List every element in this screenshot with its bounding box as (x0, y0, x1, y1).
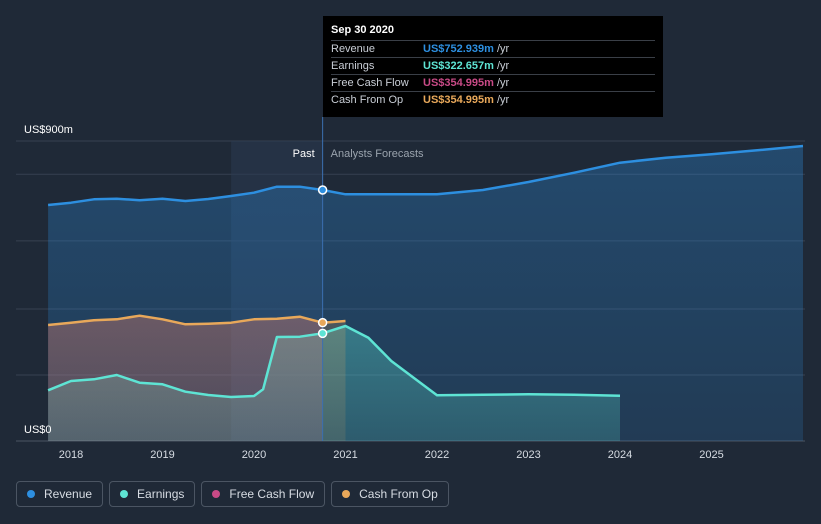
x-tick-label: 2018 (59, 449, 83, 461)
x-axis-ticks: 2018 2019 2020 2021 2022 2023 2024 2025 (59, 449, 724, 461)
legend-dot-icon (120, 490, 129, 498)
legend-label: Earnings (137, 487, 185, 501)
legend-dot-icon (342, 490, 351, 498)
line-cash-from-op (47, 314, 346, 327)
tooltip-row-revenue: Revenue US$752.939m /yr (331, 40, 655, 57)
legend-dot-icon (212, 490, 221, 498)
series-areas (48, 146, 804, 441)
chart-legend: Revenue Earnings Free Cash Flow Cash Fro… (16, 481, 449, 507)
legend-label: Cash From Op (359, 487, 438, 501)
tooltip-unit: /yr (496, 60, 510, 72)
past-label: Past (293, 148, 315, 160)
tooltip-label: Earnings (331, 60, 375, 72)
marker-earnings (317, 328, 328, 339)
tooltip-unit: /yr (496, 94, 510, 106)
tooltip-value: US$322.657m (423, 60, 494, 72)
legend-dot-icon (27, 490, 35, 498)
x-tick-label: 2021 (333, 449, 357, 461)
line-earnings (47, 324, 621, 399)
tooltip-date: Sep 30 2020 (331, 24, 394, 36)
legend-earnings[interactable]: Earnings (109, 481, 196, 507)
tooltip-label: Revenue (331, 43, 376, 55)
marker-cash-from-op (317, 317, 328, 328)
forecast-label: Analysts Forecasts (331, 148, 424, 160)
y-axis-top-label: US$900m (24, 124, 73, 136)
legend-revenue[interactable]: Revenue (16, 481, 104, 507)
tooltip-label: Cash From Op (331, 94, 404, 106)
x-tick-label: 2024 (608, 449, 632, 461)
marker-revenue (317, 185, 328, 195)
tooltip-row-cash-from-op: Cash From Op US$354.995m /yr (331, 91, 655, 108)
tooltip-value: US$752.939m (423, 43, 494, 55)
x-tick-label: 2020 (242, 449, 266, 461)
tooltip-value: US$354.995m (423, 94, 494, 106)
series-lines (47, 144, 804, 399)
hover-markers (317, 185, 328, 339)
tooltip-label: Free Cash Flow (331, 77, 409, 89)
y-axis-bottom-label: US$0 (24, 424, 52, 436)
x-tick-label: 2023 (516, 449, 540, 461)
tooltip-row-earnings: Earnings US$322.657m /yr (331, 57, 655, 74)
tooltip-unit: /yr (496, 77, 510, 89)
x-tick-label: 2022 (425, 449, 449, 461)
legend-cash-from-op[interactable]: Cash From Op (331, 481, 449, 507)
area-cash-from-op (48, 315, 346, 441)
data-tooltip: Sep 30 2020 Revenue US$752.939m /yr Earn… (323, 16, 663, 117)
legend-label: Revenue (44, 487, 93, 501)
legend-free-cash-flow[interactable]: Free Cash Flow (201, 481, 326, 507)
x-tick-label: 2025 (699, 449, 723, 461)
legend-label: Free Cash Flow (229, 487, 315, 501)
tooltip-value: US$354.995m (423, 77, 494, 89)
tooltip-unit: /yr (496, 43, 510, 55)
line-revenue (47, 144, 804, 207)
x-tick-label: 2019 (150, 449, 174, 461)
tooltip-row-free-cash-flow: Free Cash Flow US$354.995m /yr (331, 74, 655, 91)
financial-chart: 2018 2019 2020 2021 2022 2023 2024 2025 US$900m… (16, 117, 805, 461)
